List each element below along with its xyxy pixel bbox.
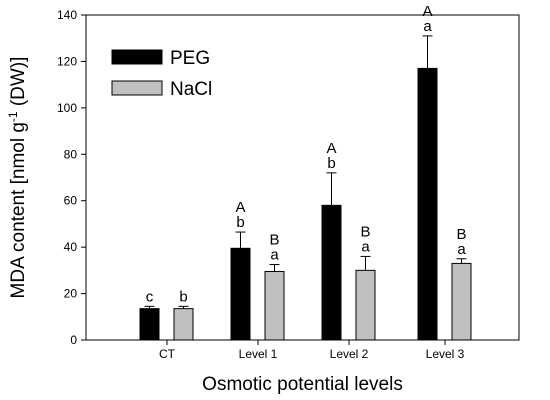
significance-letter: B bbox=[269, 232, 279, 249]
significance-letter: A bbox=[326, 140, 336, 157]
plot-area-frame bbox=[85, 14, 520, 341]
bars bbox=[139, 67, 472, 341]
significance-letter: B bbox=[456, 226, 466, 243]
y-tick-label: 40 bbox=[64, 240, 78, 254]
y-axis-title-main: MDA content [nmol g bbox=[8, 122, 29, 298]
y-tick-label: 60 bbox=[64, 194, 78, 208]
y-axis-ticks: 0 20 40 60 80 100 120 140 bbox=[57, 8, 86, 347]
legend-swatch-peg bbox=[111, 49, 163, 65]
significance-letter: a bbox=[457, 241, 466, 258]
significance-letter: A bbox=[235, 199, 245, 216]
x-tick-label: Level 2 bbox=[330, 347, 369, 361]
significance-letter: b bbox=[327, 155, 335, 172]
x-tick-label: Level 1 bbox=[239, 347, 278, 361]
legend-label-peg: PEG bbox=[170, 48, 210, 69]
bar-nacl-level-1 bbox=[264, 271, 285, 341]
bar-peg-level-2 bbox=[321, 204, 342, 341]
y-tick-label: 0 bbox=[70, 333, 77, 347]
significance-letter: a bbox=[361, 238, 370, 255]
x-axis-ticks: CT Level 1 Level 2 Level 3 bbox=[159, 340, 465, 361]
bar-nacl-ct bbox=[173, 308, 194, 341]
significance-letter: B bbox=[360, 223, 370, 240]
y-axis-title: MDA content [nmol g-1 (DW)] bbox=[6, 57, 29, 299]
y-tick-label: 120 bbox=[57, 54, 77, 68]
significance-letter: b bbox=[236, 214, 244, 231]
y-axis-title-superscript: -1 bbox=[6, 111, 20, 122]
y-tick-label: 80 bbox=[64, 147, 78, 161]
x-tick-label: Level 3 bbox=[426, 347, 465, 361]
significance-letter: c bbox=[146, 288, 154, 305]
x-tick-label: CT bbox=[159, 347, 176, 361]
significance-letter: b bbox=[179, 288, 187, 305]
bar-nacl-level-3 bbox=[451, 262, 472, 341]
significance-letter: A bbox=[422, 3, 432, 20]
significance-letter: a bbox=[270, 247, 279, 264]
x-axis-title: Osmotic potential levels bbox=[202, 374, 403, 395]
y-tick-label: 20 bbox=[64, 287, 78, 301]
legend: PEG NaCl bbox=[111, 48, 212, 100]
bar-peg-level-1 bbox=[230, 247, 251, 341]
legend-label-nacl: NaCl bbox=[170, 79, 212, 100]
y-axis-title-unit: (DW)] bbox=[8, 57, 29, 112]
bar-peg-ct bbox=[139, 308, 160, 341]
legend-swatch-nacl bbox=[111, 80, 163, 96]
y-tick-label: 140 bbox=[57, 8, 77, 22]
bar-nacl-level-2 bbox=[355, 269, 376, 341]
bar-peg-level-3 bbox=[417, 67, 438, 341]
y-tick-label: 100 bbox=[57, 101, 77, 115]
significance-letter: a bbox=[423, 18, 432, 35]
error-bars bbox=[144, 35, 467, 309]
